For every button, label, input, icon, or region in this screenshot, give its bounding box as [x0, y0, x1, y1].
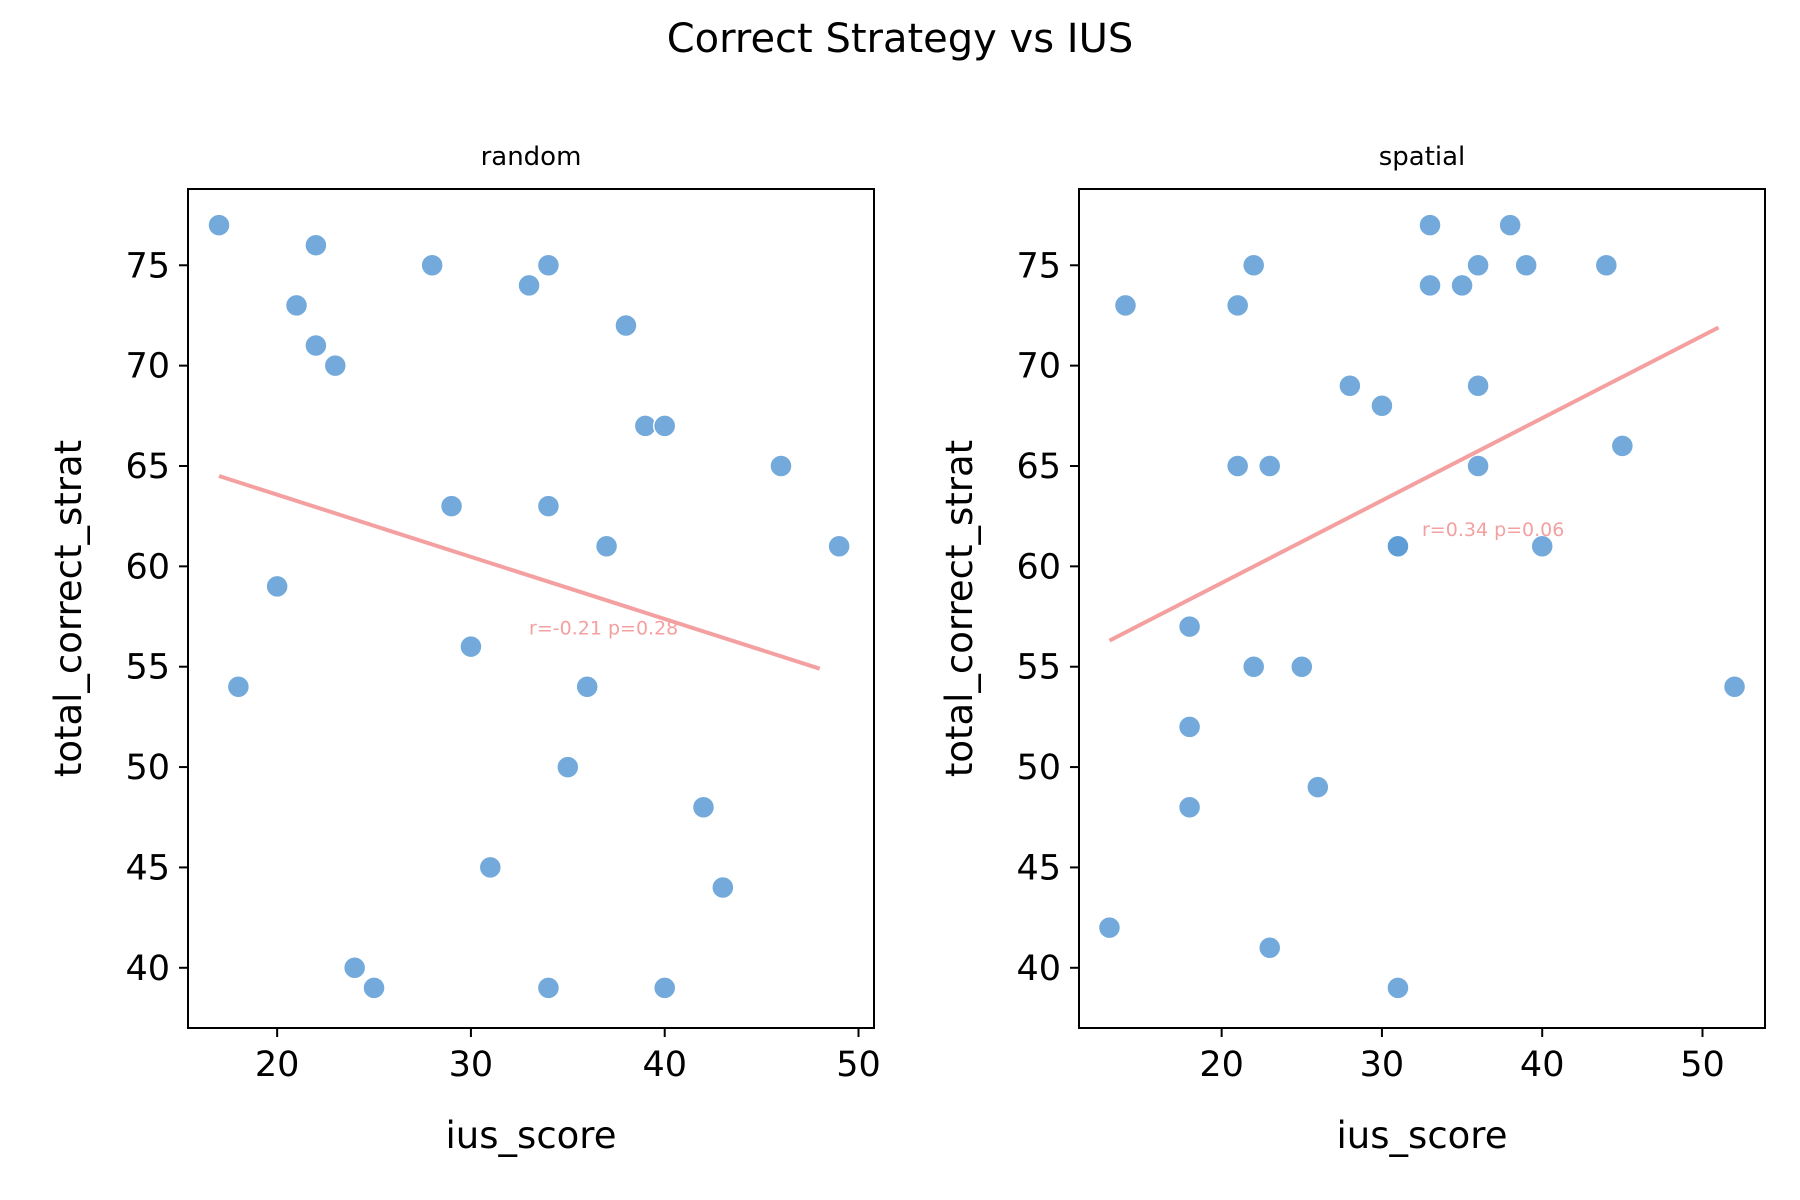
data-point — [556, 755, 580, 779]
data-point — [594, 534, 619, 559]
y-tick-label: 60 — [1016, 547, 1061, 587]
data-point — [284, 293, 309, 318]
data-point — [1370, 394, 1394, 418]
data-point — [1177, 614, 1202, 639]
data-point — [1386, 534, 1410, 559]
data-point — [1514, 253, 1538, 278]
data-point — [304, 333, 328, 358]
data-point — [652, 976, 677, 1000]
data-point — [1241, 654, 1266, 679]
data-point — [439, 494, 464, 518]
y-tick-label: 55 — [1016, 648, 1061, 688]
y-tick-label: 50 — [1016, 748, 1061, 788]
data-point — [459, 634, 483, 659]
data-point — [769, 454, 793, 478]
x-axis-label: ius_score — [1337, 1114, 1508, 1157]
data-point — [517, 273, 541, 298]
data-point — [691, 795, 716, 819]
y-axis-label: total_correct_strat — [47, 440, 90, 777]
y-tick-label: 40 — [125, 949, 170, 989]
data-point — [536, 976, 561, 1000]
data-point — [1225, 454, 1250, 478]
axes-frame — [187, 188, 875, 1029]
y-axis-label: total_correct_strat — [938, 440, 981, 777]
x-tick-label: 40 — [1520, 1045, 1565, 1085]
axes-frame — [1078, 188, 1766, 1029]
data-point — [614, 313, 638, 338]
data-point — [1097, 915, 1122, 940]
data-point — [1338, 373, 1362, 398]
data-point — [1466, 253, 1490, 278]
x-tick-label: 30 — [449, 1045, 494, 1085]
data-point — [226, 675, 251, 699]
x-tick-label: 30 — [1360, 1045, 1405, 1085]
y-tick-label: 70 — [1016, 347, 1061, 387]
y-tick-label: 40 — [1016, 949, 1061, 989]
data-point — [1610, 434, 1635, 458]
subplot-title: random — [481, 142, 582, 172]
y-tick-label: 45 — [125, 848, 170, 888]
data-point — [1722, 675, 1747, 699]
y-tick-label: 65 — [125, 447, 170, 487]
data-point — [304, 233, 328, 257]
data-point — [265, 574, 289, 599]
data-point — [362, 976, 386, 1000]
data-point — [711, 875, 735, 900]
data-point — [1113, 293, 1138, 318]
subplot-2: spatial r=0.34 p=0.06 20 30 40 50 40 45 50 55 60 65… — [938, 142, 1766, 1157]
data-point — [1466, 454, 1490, 478]
correlation-annotation: r=-0.21 p=0.28 — [529, 618, 678, 640]
data-point — [1177, 795, 1202, 819]
data-point — [1290, 654, 1314, 679]
data-point — [478, 855, 503, 880]
x-tick-label: 20 — [255, 1045, 300, 1085]
fit-line — [1108, 325, 1720, 643]
data-point — [1241, 253, 1266, 278]
fit-line — [218, 474, 821, 671]
y-tick-label: 60 — [125, 547, 170, 587]
data-point — [1530, 534, 1554, 559]
y-tick-label: 50 — [125, 748, 170, 788]
y-tick-label: 70 — [125, 347, 170, 387]
data-point — [1177, 715, 1202, 739]
correlation-annotation: r=0.34 p=0.06 — [1422, 519, 1564, 541]
data-point — [827, 534, 851, 559]
data-point — [323, 353, 348, 378]
data-point — [1257, 454, 1282, 478]
figure-title: Correct Strategy vs IUS — [666, 16, 1134, 62]
subplot-1: random r=-0.21 p=0.28 20 30 40 50 40 45 50 55 60 65… — [47, 142, 881, 1157]
data-point — [1450, 273, 1474, 298]
y-tick-label: 75 — [1016, 246, 1061, 286]
subplot-title: spatial — [1379, 142, 1466, 172]
x-tick-label: 40 — [642, 1045, 687, 1085]
y-tick-label: 45 — [1016, 848, 1061, 888]
data-point — [1418, 213, 1442, 237]
data-point — [1386, 976, 1410, 1000]
data-point — [207, 213, 231, 237]
data-point — [342, 956, 367, 980]
data-point — [1257, 935, 1282, 960]
data-point — [1498, 213, 1522, 237]
data-point — [420, 253, 444, 278]
data-point — [536, 253, 561, 278]
y-tick-label: 65 — [1016, 447, 1061, 487]
data-point — [1306, 775, 1330, 799]
data-point — [575, 675, 599, 699]
data-point — [1418, 273, 1442, 298]
data-point — [1466, 373, 1490, 398]
x-tick-label: 20 — [1199, 1045, 1244, 1085]
y-tick-label: 55 — [125, 648, 170, 688]
data-point — [652, 414, 677, 438]
x-tick-label: 50 — [1680, 1045, 1725, 1085]
data-point — [536, 494, 561, 518]
x-tick-label: 50 — [836, 1045, 881, 1085]
y-tick-label: 75 — [125, 246, 170, 286]
data-point — [1594, 253, 1619, 278]
x-axis-label: ius_score — [446, 1114, 617, 1157]
data-point — [1225, 293, 1250, 318]
